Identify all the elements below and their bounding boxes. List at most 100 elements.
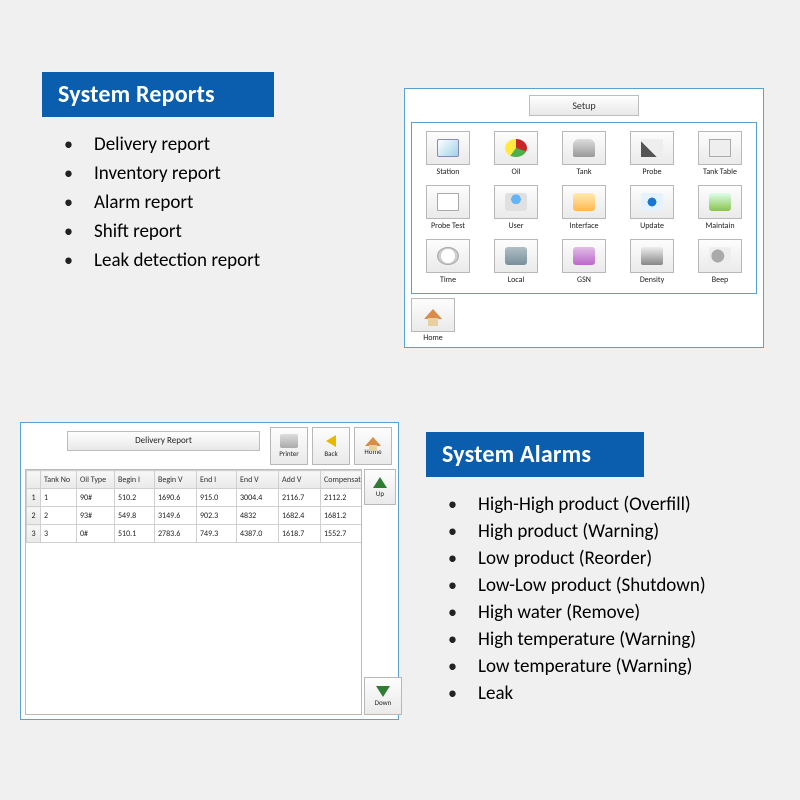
setup-item-user[interactable]: User xyxy=(486,185,546,231)
setup-item-label: Density xyxy=(640,275,664,285)
setup-item-label: Station xyxy=(437,167,460,177)
printer-icon xyxy=(280,434,298,448)
update-icon xyxy=(641,193,663,211)
report-title-button[interactable]: Delivery Report xyxy=(67,431,260,451)
table-cell: 3004.4 xyxy=(237,489,279,507)
delivery-report-table: Tank NoOil TypeBegin IBegin VEnd IEnd VA… xyxy=(26,470,362,543)
setup-item-local[interactable]: Local xyxy=(486,239,546,285)
setup-item-label: Tank Table xyxy=(703,167,737,177)
back-icon xyxy=(326,435,336,447)
list-item: Low-Low product (Shutdown) xyxy=(448,574,776,597)
setup-item-time[interactable]: Time xyxy=(418,239,478,285)
system-reports-title: System Reports xyxy=(42,72,274,117)
setup-item-label: GSN xyxy=(577,275,591,285)
setup-item-label: Maintain xyxy=(705,221,734,231)
setup-item-density[interactable]: Density xyxy=(622,239,682,285)
home-icon xyxy=(365,437,381,446)
home-icon xyxy=(424,309,442,319)
list-item: High product (Warning) xyxy=(448,520,776,543)
setup-item-probe[interactable]: Probe xyxy=(622,131,682,177)
station-icon xyxy=(437,139,459,157)
list-item: High-High product (Overfill) xyxy=(448,493,776,516)
tank-icon xyxy=(573,139,595,157)
setup-item-maintain[interactable]: Maintain xyxy=(690,185,750,231)
setup-item-label: Local xyxy=(508,275,525,285)
list-item: High temperature (Warning) xyxy=(448,628,776,651)
back-button[interactable]: Back xyxy=(312,427,350,465)
table-cell: 510.2 xyxy=(115,489,155,507)
table-cell: 1 xyxy=(41,489,77,507)
up-button[interactable]: Up xyxy=(364,469,396,505)
table-cell: 0# xyxy=(77,525,115,543)
table-row[interactable]: 1190#510.21690.6915.03004.42116.72112.22… xyxy=(27,489,363,507)
setup-item-label: Oil xyxy=(512,167,521,177)
system-reports-section: System Reports Delivery report Inventory… xyxy=(42,72,382,278)
table-cell: 1618.7 xyxy=(279,525,321,543)
list-item: Delivery report xyxy=(64,133,382,156)
setup-panel: Setup Station Oil Tank Probe Tank Table Probe… xyxy=(404,88,764,348)
tanktable-icon xyxy=(709,139,731,157)
list-item: Leak xyxy=(448,682,776,705)
table-cell: 749.3 xyxy=(197,525,237,543)
home-button[interactable]: Home xyxy=(354,427,392,465)
setup-item-probe-test[interactable]: Probe Test xyxy=(418,185,478,231)
local-icon xyxy=(505,247,527,265)
delivery-report-panel: Delivery Report Printer Back Home Up Dow… xyxy=(20,422,399,720)
table-cell: 3 xyxy=(41,525,77,543)
setup-item-label: Beep xyxy=(712,275,729,285)
oil-icon xyxy=(505,139,527,157)
table-corner xyxy=(27,471,41,489)
setup-item-label: Interface xyxy=(570,221,599,231)
list-item: Inventory report xyxy=(64,162,382,185)
table-row[interactable]: 330#510.12783.6749.34387.01618.71552.723 xyxy=(27,525,363,543)
table-cell: 1681.2 xyxy=(321,507,363,525)
setup-item-label: Probe xyxy=(642,167,661,177)
setup-item-label: Time xyxy=(440,275,456,285)
table-cell: 93# xyxy=(77,507,115,525)
list-item: Alarm report xyxy=(64,191,382,214)
column-header[interactable]: Begin I xyxy=(115,471,155,489)
setup-item-gsn[interactable]: GSN xyxy=(554,239,614,285)
column-header[interactable]: Compensate V xyxy=(321,471,363,489)
maintain-icon xyxy=(709,193,731,211)
table-row[interactable]: 2293#549.83149.6902.348321682.41681.291 xyxy=(27,507,363,525)
column-header[interactable]: End I xyxy=(197,471,237,489)
column-header[interactable]: End V xyxy=(237,471,279,489)
system-alarms-title: System Alarms xyxy=(426,432,644,477)
list-item: Low product (Reorder) xyxy=(448,547,776,570)
home-button[interactable]: Home xyxy=(411,298,455,343)
beep-icon xyxy=(709,247,731,265)
probetest-icon xyxy=(437,193,459,211)
table-cell: 4832 xyxy=(237,507,279,525)
list-item: High water (Remove) xyxy=(448,601,776,624)
table-cell: 4387.0 xyxy=(237,525,279,543)
report-table-container: Tank NoOil TypeBegin IBegin VEnd IEnd VA… xyxy=(25,469,362,715)
setup-item-interface[interactable]: Interface xyxy=(554,185,614,231)
report-toolbar: Delivery Report Printer Back Home xyxy=(21,423,398,467)
setup-item-tank[interactable]: Tank xyxy=(554,131,614,177)
setup-item-station[interactable]: Station xyxy=(418,131,478,177)
setup-grid: Station Oil Tank Probe Tank Table Probe Test U… xyxy=(411,122,757,294)
probe-icon xyxy=(641,139,663,157)
down-button[interactable]: Down xyxy=(364,677,402,715)
printer-button[interactable]: Printer xyxy=(270,427,308,465)
list-item: Low temperature (Warning) xyxy=(448,655,776,678)
table-cell: 1552.7 xyxy=(321,525,363,543)
setup-item-oil[interactable]: Oil xyxy=(486,131,546,177)
column-header[interactable]: Oil Type xyxy=(77,471,115,489)
time-icon xyxy=(437,247,459,265)
setup-item-label: Probe Test xyxy=(431,221,465,231)
setup-item-label: Tank xyxy=(577,167,592,177)
column-header[interactable]: Begin V xyxy=(155,471,197,489)
table-cell: 510.1 xyxy=(115,525,155,543)
column-header[interactable]: Add V xyxy=(279,471,321,489)
setup-item-tank-table[interactable]: Tank Table xyxy=(690,131,750,177)
setup-item-update[interactable]: Update xyxy=(622,185,682,231)
back-label: Back xyxy=(324,449,337,458)
setup-item-label: User xyxy=(508,221,523,231)
table-cell: 2116.7 xyxy=(279,489,321,507)
setup-item-beep[interactable]: Beep xyxy=(690,239,750,285)
user-icon xyxy=(505,193,527,211)
setup-title-button[interactable]: Setup xyxy=(529,95,639,116)
column-header[interactable]: Tank No xyxy=(41,471,77,489)
